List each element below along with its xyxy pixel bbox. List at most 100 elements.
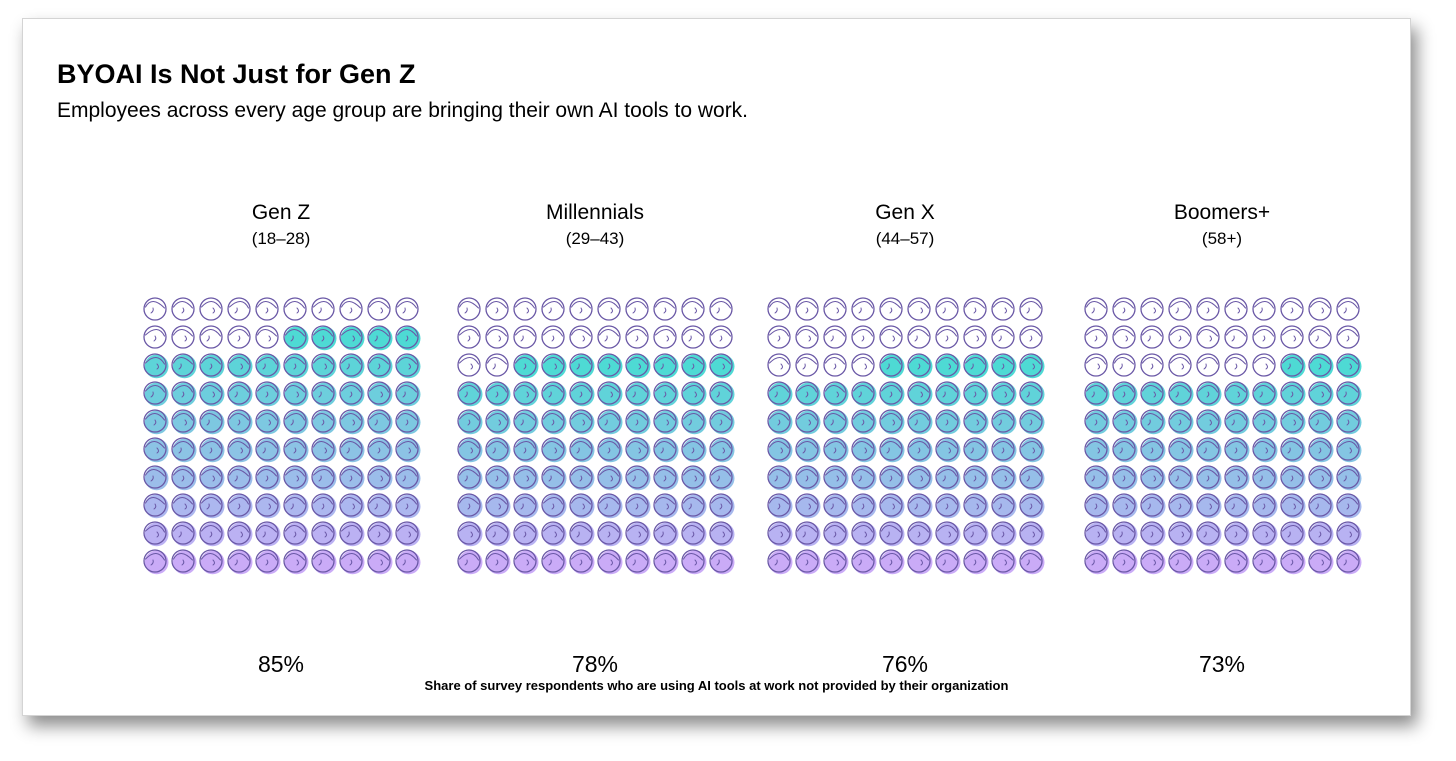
person-icon-filled [1196, 409, 1222, 435]
person-icon-filled [795, 437, 821, 463]
person-icon-filled [597, 437, 623, 463]
person-icon-filled [485, 549, 511, 575]
person-icon-filled [143, 437, 169, 463]
person-icon-filled [709, 521, 735, 547]
person-icon-filled [1112, 437, 1138, 463]
person-icon-filled [879, 381, 905, 407]
person-icon-filled [1280, 465, 1306, 491]
person-icon-filled [653, 465, 679, 491]
person-icon-filled [879, 493, 905, 519]
person-icon-empty [1252, 353, 1276, 377]
person-icon-filled [1336, 465, 1362, 491]
person-icon-filled [795, 493, 821, 519]
person-icon-filled [227, 493, 253, 519]
person-icon-filled [1084, 521, 1110, 547]
group-millennials: Millennials (29–43) 78% [455, 199, 735, 677]
waffle-svg [143, 297, 421, 575]
person-icon-filled [395, 521, 421, 547]
person-icon-empty [1168, 353, 1192, 377]
person-icon-empty [709, 325, 733, 349]
percent-label: 78% [571, 651, 619, 677]
person-icon-filled [283, 325, 309, 351]
person-icon-filled [569, 353, 595, 379]
person-icon-filled [709, 409, 735, 435]
person-icon-filled [653, 437, 679, 463]
waffle-grid [1082, 295, 1362, 575]
person-icon-filled [1308, 549, 1334, 575]
person-icon-filled [1168, 409, 1194, 435]
person-icon-filled [395, 465, 421, 491]
person-icon-filled [1280, 493, 1306, 519]
person-icon-filled [541, 437, 567, 463]
person-icon-filled [823, 493, 849, 519]
person-icon-filled [457, 549, 483, 575]
person-icon-empty [1280, 325, 1304, 349]
person-icon-empty [1084, 353, 1108, 377]
person-icon-filled [311, 325, 337, 351]
person-icon-filled [963, 409, 989, 435]
person-icon-empty [851, 325, 875, 349]
person-icon-filled [283, 549, 309, 575]
person-icon-empty [823, 297, 847, 321]
person-icon-filled [255, 521, 281, 547]
chart-subtitle: Employees across every age group are bri… [57, 99, 749, 122]
person-icon-empty [879, 325, 903, 349]
person-icon-filled [681, 353, 707, 379]
person-icon-filled [255, 409, 281, 435]
person-icon-filled [709, 549, 735, 575]
person-icon-filled [1140, 521, 1166, 547]
person-icon-empty [963, 325, 987, 349]
person-icon-filled [1336, 409, 1362, 435]
person-icon-filled [1168, 549, 1194, 575]
person-icon-filled [457, 409, 483, 435]
person-icon-filled [311, 437, 337, 463]
person-icon-filled [513, 549, 539, 575]
person-icon-empty [823, 353, 847, 377]
person-icon-empty [1019, 297, 1043, 321]
person-icon-filled [283, 465, 309, 491]
person-icon-filled [991, 521, 1017, 547]
person-icon-filled [935, 549, 961, 575]
person-icon-filled [935, 409, 961, 435]
person-icon-filled [1308, 493, 1334, 519]
person-icon-filled [1196, 521, 1222, 547]
person-icon-filled [255, 437, 281, 463]
person-icon-filled [1019, 549, 1045, 575]
person-icon-filled [395, 437, 421, 463]
person-icon-filled [367, 353, 393, 379]
person-icon-filled [339, 381, 365, 407]
person-icon-filled [709, 493, 735, 519]
person-icon-filled [681, 409, 707, 435]
person-icon-filled [395, 549, 421, 575]
person-icon-filled [1224, 521, 1250, 547]
person-icon-filled [513, 437, 539, 463]
person-icon-filled [963, 437, 989, 463]
person-icon-empty [681, 325, 705, 349]
person-icon-filled [367, 521, 393, 547]
person-icon-filled [171, 409, 197, 435]
person-icon-filled [513, 493, 539, 519]
person-icon-filled [513, 465, 539, 491]
person-icon-empty [1112, 325, 1136, 349]
person-icon-filled [199, 409, 225, 435]
person-icon-filled [255, 465, 281, 491]
person-icon-filled [879, 353, 905, 379]
person-icon-filled [823, 381, 849, 407]
percent-label: 73% [1198, 651, 1246, 677]
person-icon-filled [227, 521, 253, 547]
person-icon-filled [1112, 493, 1138, 519]
person-icon-empty [227, 325, 251, 349]
person-icon-filled [1112, 465, 1138, 491]
person-icon-empty [879, 297, 903, 321]
chart-card: BYOAI Is Not Just for Gen Z Employees ac… [22, 18, 1411, 716]
person-icon-filled [339, 549, 365, 575]
person-icon-filled [709, 353, 735, 379]
person-icon-filled [1084, 549, 1110, 575]
person-icon-filled [1168, 437, 1194, 463]
group-boomers: Boomers+ (58+) 73% [1082, 199, 1362, 677]
person-icon-filled [171, 465, 197, 491]
person-icon-filled [171, 353, 197, 379]
person-icon-filled [1308, 465, 1334, 491]
person-icon-filled [823, 465, 849, 491]
person-icon-filled [1224, 437, 1250, 463]
